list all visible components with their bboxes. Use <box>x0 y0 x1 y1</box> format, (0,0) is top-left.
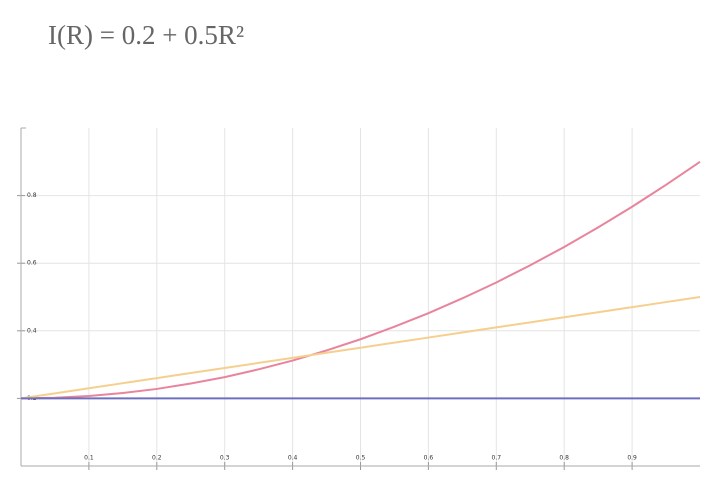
x-tick-label: 0.9 <box>627 455 637 462</box>
x-tick-label: 0.7 <box>492 455 502 462</box>
y-tick-label: 0.6 <box>27 260 37 267</box>
y-tick-label: 0.4 <box>27 327 37 334</box>
x-tick-label: 0.3 <box>220 455 230 462</box>
line-series <box>20 296 701 400</box>
x-tick-label: 0.1 <box>84 455 94 462</box>
x-tick-label: 0.4 <box>288 455 298 462</box>
x-tick-label: 0.8 <box>559 455 569 462</box>
x-tick-label: 0.5 <box>356 455 366 462</box>
x-tick-label: 0.6 <box>424 455 434 462</box>
line-series <box>20 160 701 400</box>
x-tick-label: 0.2 <box>152 455 162 462</box>
y-tick-label: 0.8 <box>27 192 37 199</box>
chart-title: I(R) = 0.2 + 0.5R² <box>48 20 244 50</box>
